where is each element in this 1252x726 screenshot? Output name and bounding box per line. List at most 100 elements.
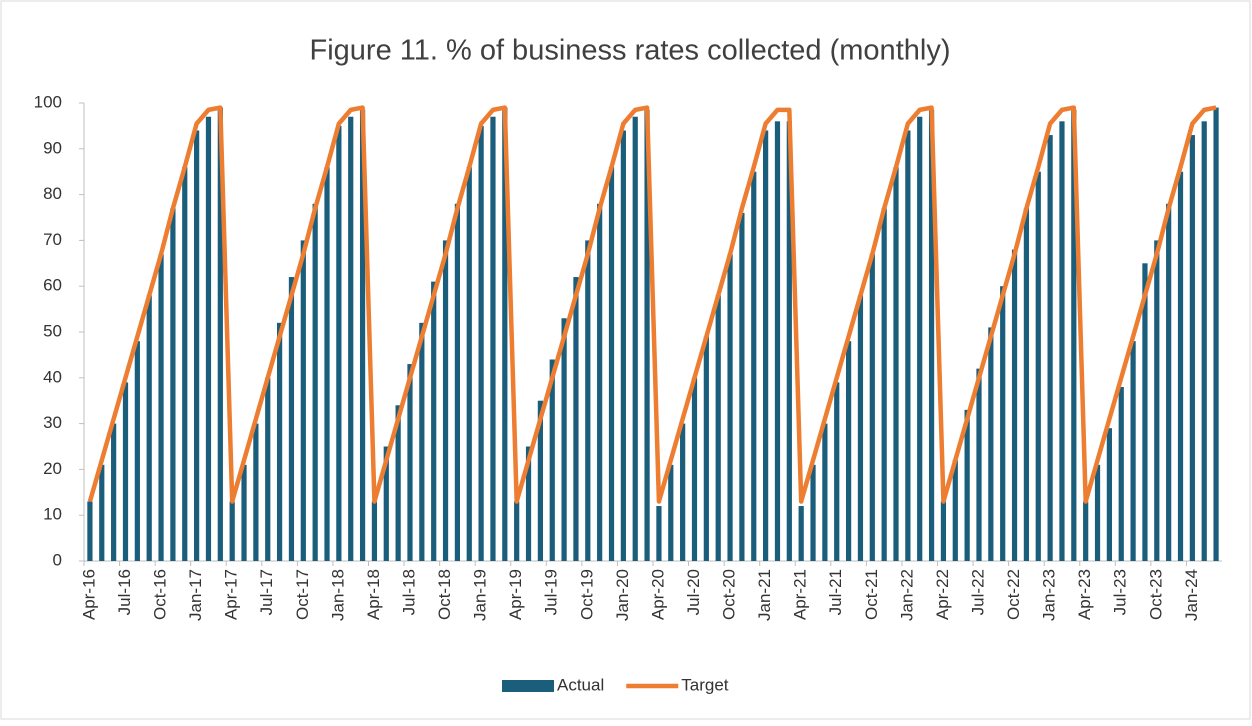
- bar: [466, 167, 472, 561]
- x-tick-label: Jul-22: [968, 569, 987, 615]
- bar: [857, 295, 864, 561]
- bar: [87, 501, 93, 561]
- bar: [253, 423, 259, 561]
- bar: [928, 109, 935, 562]
- bar: [1035, 171, 1041, 561]
- x-tick-label: Oct-19: [577, 569, 596, 620]
- bar: [158, 254, 164, 561]
- bar: [134, 341, 140, 561]
- bar: [632, 116, 638, 562]
- bar: [964, 409, 970, 561]
- bar: [1130, 341, 1136, 561]
- bar: [383, 446, 389, 561]
- x-tick-label: Oct-22: [1004, 569, 1023, 620]
- x-tick-label: Apr-23: [1075, 569, 1094, 620]
- bar: [940, 501, 947, 561]
- bar: [845, 341, 852, 561]
- bar: [573, 277, 579, 561]
- y-tick-label: 20: [43, 459, 62, 478]
- legend-label: Actual: [557, 675, 604, 694]
- x-tick-label: Apr-21: [791, 569, 810, 620]
- y-tick-label: 10: [43, 505, 62, 524]
- x-tick-label: Oct-17: [293, 569, 312, 620]
- x-tick-label: Jul-23: [1111, 569, 1130, 615]
- x-tick-label: Jan-18: [328, 569, 347, 621]
- x-tick-label: Apr-18: [364, 569, 383, 620]
- legend-swatch: [502, 680, 554, 692]
- bar: [111, 423, 117, 561]
- bar: [1083, 501, 1089, 561]
- bar: [454, 203, 461, 561]
- bar: [822, 423, 828, 561]
- x-tick-label: Oct-23: [1146, 569, 1165, 620]
- bar: [680, 423, 686, 561]
- y-tick-label: 80: [43, 184, 62, 203]
- bar: [597, 203, 603, 561]
- bar: [952, 460, 958, 561]
- y-tick-label: 40: [43, 367, 62, 386]
- bar: [336, 125, 342, 562]
- bar: [905, 130, 911, 562]
- bar: [1094, 464, 1101, 561]
- bar: [194, 130, 200, 562]
- bar: [727, 254, 733, 561]
- bar: [561, 318, 567, 561]
- y-tick-label: 30: [43, 413, 62, 432]
- bar: [217, 107, 223, 561]
- bar: [371, 501, 378, 561]
- bar: [419, 322, 425, 561]
- bar: [917, 116, 923, 562]
- bar: [691, 377, 698, 561]
- bar: [668, 464, 674, 561]
- bar: [739, 212, 745, 562]
- x-tick-label: Oct-20: [720, 569, 739, 620]
- x-tick-label: Oct-21: [862, 569, 881, 620]
- bar: [763, 130, 769, 562]
- bar: [1189, 135, 1195, 561]
- bar: [751, 171, 757, 561]
- y-tick-label: 60: [43, 276, 62, 295]
- bar: [1142, 263, 1148, 561]
- bar: [182, 167, 188, 561]
- bar: [1166, 203, 1172, 561]
- bar: [1023, 208, 1030, 561]
- line: [87, 105, 1217, 504]
- bar: [431, 281, 437, 561]
- bar: [1071, 109, 1077, 562]
- bar: [490, 116, 496, 562]
- x-tick-label: Jul-17: [257, 569, 276, 615]
- bar: [1154, 240, 1160, 561]
- bar: [99, 464, 105, 561]
- y-tick-label: 0: [53, 550, 62, 569]
- bar: [1118, 386, 1124, 561]
- bar: [478, 125, 484, 562]
- bar: [715, 295, 721, 561]
- bar: [644, 109, 650, 562]
- bar: [869, 254, 875, 561]
- bar: [834, 382, 840, 561]
- bar: [810, 464, 816, 561]
- bar: [1201, 121, 1207, 561]
- x-tick-label: Jan-21: [755, 569, 774, 621]
- chart-title: Figure 11. % of business rates collected…: [310, 35, 951, 67]
- bar: [146, 295, 152, 561]
- x-tick-label: Oct-16: [151, 569, 170, 620]
- bar: [537, 400, 543, 561]
- x-tick-label: Apr-22: [933, 569, 952, 620]
- bar: [1047, 135, 1053, 561]
- x-tick-label: Apr-19: [506, 569, 525, 620]
- bar: [786, 121, 792, 561]
- x-tick-label: Apr-16: [79, 569, 98, 620]
- y-tick-label: 70: [43, 230, 62, 249]
- x-tick-label: Jan-22: [897, 569, 916, 621]
- x-tick-label: Jan-23: [1040, 569, 1059, 621]
- bar: [229, 501, 235, 561]
- bar: [608, 167, 615, 561]
- bar: [585, 240, 591, 561]
- x-tick-label: Jan-17: [186, 569, 205, 621]
- x-tick-label: Jul-19: [542, 569, 561, 615]
- x-tick-label: Jul-20: [684, 569, 703, 615]
- y-tick-label: 90: [43, 138, 62, 157]
- bar: [442, 240, 449, 561]
